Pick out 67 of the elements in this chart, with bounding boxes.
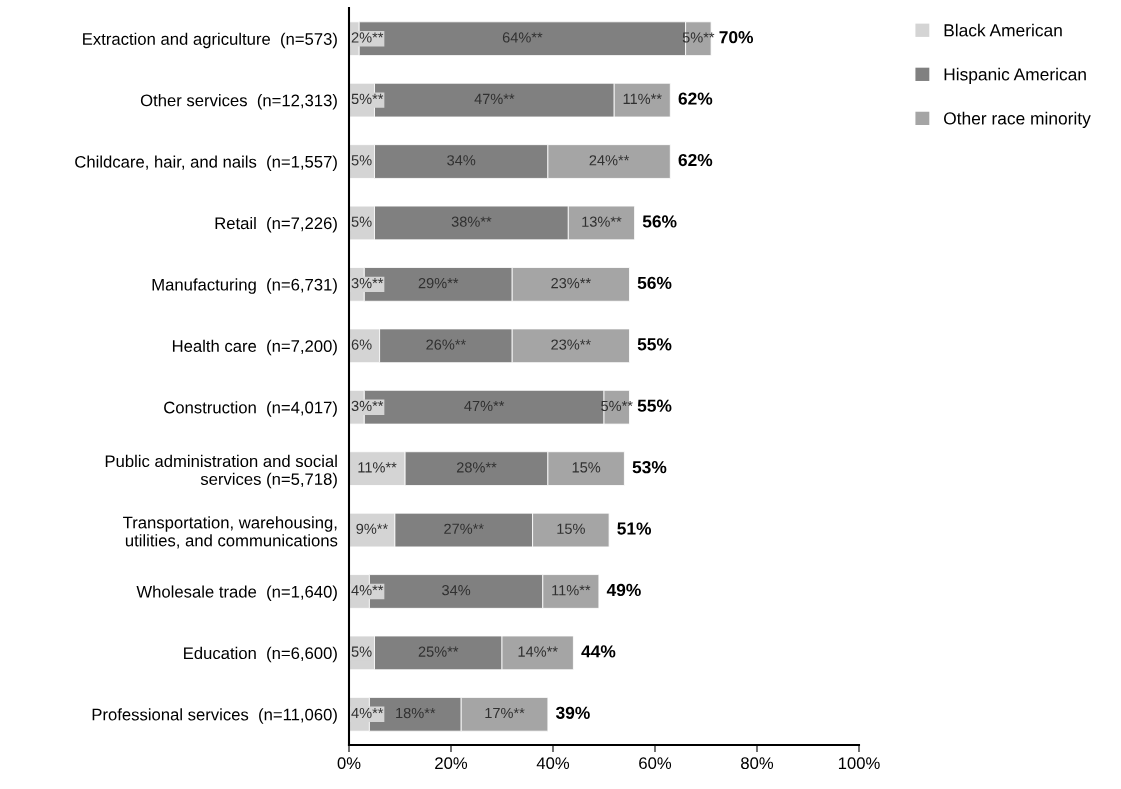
data-label: 15% xyxy=(557,523,585,534)
data-label: 18%** xyxy=(396,707,436,719)
total-label: 56% xyxy=(637,276,672,290)
data-label: 5% xyxy=(351,216,372,227)
data-label: 17%** xyxy=(485,707,525,719)
data-label: 4%** xyxy=(351,585,384,596)
total-label: 62% xyxy=(678,92,713,105)
y-tick-label: Other services (n=12,313) xyxy=(140,94,337,110)
data-label: 3%** xyxy=(351,400,384,412)
y-tick-label: Retail (n=7,226) xyxy=(215,216,337,233)
y-tick-label: Public administration and social services (n=5,718) xyxy=(105,454,337,489)
y-tick-label: Manufacturing (n=6,731) xyxy=(152,278,337,294)
data-label: 6% xyxy=(351,339,372,350)
total-label: 44% xyxy=(581,645,616,658)
data-label: 14%** xyxy=(518,646,558,657)
total-label: 51% xyxy=(617,522,652,535)
data-label: 11%** xyxy=(358,462,397,473)
data-label: 5%** xyxy=(351,93,384,105)
data-label: 3%** xyxy=(351,277,384,289)
y-tick-label: Childcare, hair, and nails (n=1,557) xyxy=(75,155,337,172)
y-tick-label: Wholesale trade (n=1,640) xyxy=(136,585,337,601)
y-tick-label: Health care (n=7,200) xyxy=(172,339,337,356)
data-label: 38%** xyxy=(451,216,492,227)
y-tick-label: Education (n=6,600) xyxy=(184,646,337,663)
data-label: 24%** xyxy=(589,155,630,166)
data-label: 47%** xyxy=(474,93,515,104)
legend-label: Black American xyxy=(944,23,1062,37)
data-label: 23%** xyxy=(551,339,591,350)
y-tick-label: Extraction and agriculture (n=573) xyxy=(83,32,337,49)
data-label: 25%** xyxy=(418,646,459,657)
y-tick-label: Professional services (n=11,060) xyxy=(92,708,337,724)
data-label: 5% xyxy=(351,646,372,657)
data-label: 26%** xyxy=(426,339,466,350)
data-label: 15% xyxy=(572,462,601,473)
data-label: 2%** xyxy=(351,32,384,43)
x-tick-label: 40% xyxy=(536,757,570,770)
total-label: 39% xyxy=(555,706,590,719)
data-label: 47%** xyxy=(464,400,505,412)
y-tick-label: Transportation, warehousing, utilities, and communications xyxy=(123,516,338,549)
data-label: 29%** xyxy=(418,277,459,289)
total-label: 55% xyxy=(637,338,672,351)
data-label: 28%** xyxy=(456,462,497,473)
total-label: 70% xyxy=(719,31,754,44)
x-tick-label: 60% xyxy=(639,757,672,770)
data-label: 34% xyxy=(442,585,471,596)
x-tick-label: 80% xyxy=(741,757,774,770)
legend-label: Other race minority xyxy=(944,111,1091,129)
data-label: 13%** xyxy=(582,216,622,227)
data-label: 27%** xyxy=(444,523,484,534)
data-label: 11%** xyxy=(552,585,591,596)
data-label: 5% xyxy=(351,155,372,166)
data-label: 34% xyxy=(447,155,476,166)
data-label: 11%** xyxy=(623,93,662,104)
legend-label: Hispanic American xyxy=(944,67,1086,84)
x-tick-label: 0% xyxy=(337,757,361,770)
total-label: 62% xyxy=(678,153,713,167)
x-tick-label: 100% xyxy=(838,757,880,770)
data-label: 4%** xyxy=(351,707,384,719)
total-label: 56% xyxy=(642,215,677,228)
x-tick-label: 20% xyxy=(435,757,468,770)
data-label: 9%** xyxy=(356,523,388,534)
data-label: 64%** xyxy=(502,32,543,43)
total-label: 53% xyxy=(632,460,667,474)
data-label: 23%** xyxy=(551,277,591,289)
total-label: 55% xyxy=(637,399,672,412)
y-tick-label: Construction (n=4,017) xyxy=(164,401,337,417)
total-label: 49% xyxy=(606,583,641,597)
